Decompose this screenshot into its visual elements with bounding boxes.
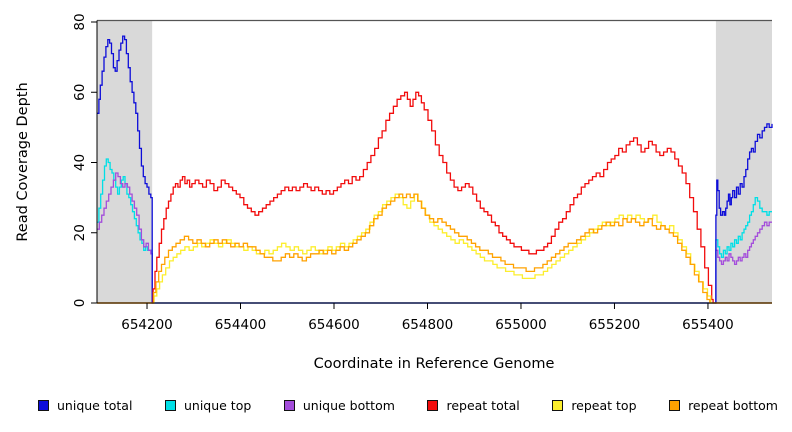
x-tick-label: 655400 — [682, 317, 734, 333]
legend-label: repeat bottom — [688, 398, 778, 413]
x-tick-label: 654200 — [121, 317, 173, 333]
legend-label: repeat top — [571, 398, 637, 413]
legend-swatch-icon — [427, 400, 439, 411]
y-tick-label: 60 — [72, 84, 88, 101]
legend-label: repeat total — [446, 398, 520, 413]
legend-swatch-icon — [38, 400, 49, 411]
x-tick-label: 655200 — [589, 317, 641, 333]
plot-canvas: 0 20 40 60 80 654200 654400 654600 654800 655000 6… — [15, 13, 773, 372]
series-line-unique-bottom — [97, 172, 772, 304]
legend-item-unique-top: unique top — [164, 398, 252, 413]
legend-swatch-icon — [552, 400, 564, 411]
legend-item-unique-total: unique total — [38, 398, 132, 413]
y-tick-label: 0 — [72, 299, 88, 308]
legend-swatch-icon — [283, 400, 295, 411]
legend-item-repeat-top: repeat top — [552, 398, 637, 413]
y-tick-label: 80 — [72, 13, 88, 30]
x-axis-title: Coordinate in Reference Genome — [314, 356, 555, 372]
y-axis-title: Read Coverage Depth — [15, 82, 31, 241]
axes: 0 20 40 60 80 654200 654400 654600 654800 655000 6… — [72, 13, 772, 333]
series-lines — [97, 35, 773, 304]
series-line-repeat-top — [97, 193, 772, 304]
y-tick-label: 20 — [72, 224, 88, 241]
legend-item-unique-bottom: unique bottom — [283, 398, 395, 413]
series-line-repeat-bottom — [97, 193, 772, 304]
shaded-regions — [97, 21, 772, 303]
legend-item-repeat-bottom: repeat bottom — [669, 398, 778, 413]
legend-label: unique bottom — [302, 398, 395, 413]
legend-item-repeat-total: repeat total — [427, 398, 520, 413]
series-line-repeat-total — [97, 91, 772, 304]
legend-swatch-icon — [669, 400, 681, 411]
series-line-unique-total — [97, 35, 773, 304]
x-tick-label: 655000 — [495, 317, 547, 333]
y-tick-label: 40 — [72, 154, 88, 171]
legend-label: unique total — [57, 398, 133, 413]
x-tick-label: 654400 — [215, 317, 267, 333]
legend: unique total unique top unique bottom repea… — [0, 398, 792, 413]
x-tick-label: 654800 — [402, 317, 454, 333]
legend-swatch-icon — [164, 400, 176, 411]
legend-label: unique top — [183, 398, 252, 413]
x-tick-label: 654600 — [308, 317, 360, 333]
shaded-band — [97, 21, 153, 303]
